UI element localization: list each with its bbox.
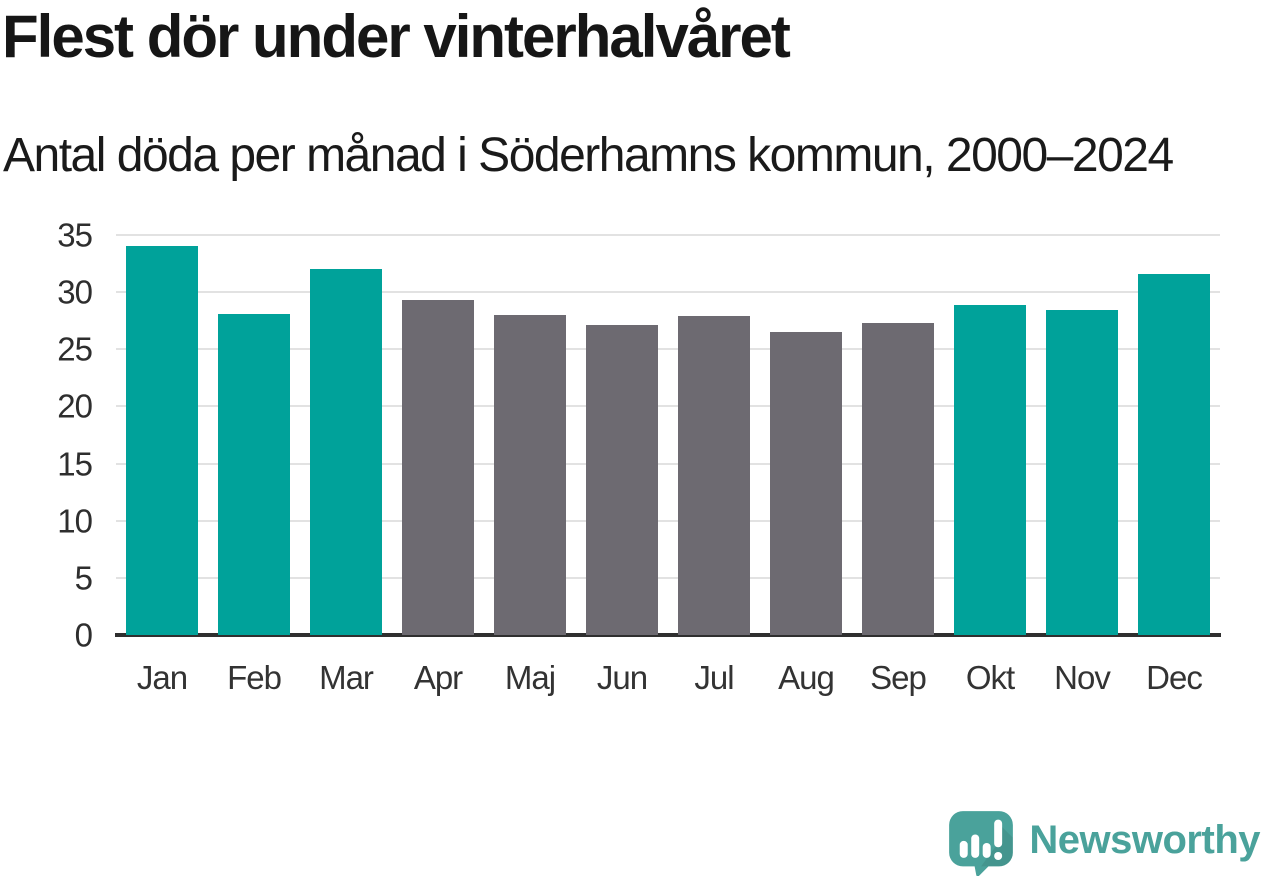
x-axis-tick-labels: Jan Feb Mar Apr Maj Jun Jul Aug Sep Okt Nov Dec	[116, 658, 1220, 708]
x-tick-label-nov: Nov	[1054, 659, 1111, 696]
plot-area	[115, 234, 1221, 637]
x-tick-label-aug: Aug	[778, 659, 835, 696]
y-tick-label-10: 10	[57, 502, 93, 540]
bar-mar	[310, 269, 382, 635]
newsworthy-logo-text: Newsworthy	[1029, 818, 1260, 862]
chart-title: Flest dör under vinterhalvåret	[2, 3, 791, 70]
y-tick-label-25: 25	[57, 330, 93, 368]
bar-jul	[678, 316, 750, 635]
gridline-10	[116, 519, 1220, 522]
y-tick-label-30: 30	[57, 273, 93, 311]
bar-jun	[586, 325, 658, 635]
gridline-35	[116, 234, 1220, 236]
bar-apr	[402, 300, 474, 635]
x-axis-line	[115, 633, 1221, 637]
gridline-20	[116, 405, 1220, 408]
y-tick-label-0: 0	[74, 616, 93, 654]
bar-feb	[218, 313, 290, 635]
gridline-15	[116, 462, 1220, 465]
x-tick-label-maj: Maj	[504, 659, 556, 696]
newsworthy-logo-icon	[949, 811, 1014, 876]
x-tick-label-jul: Jul	[694, 659, 734, 696]
x-tick-label-jan: Jan	[136, 659, 188, 696]
x-tick-label-dec: Dec	[1146, 659, 1203, 696]
y-tick-label-15: 15	[57, 445, 93, 483]
bar-sep	[862, 323, 934, 635]
y-axis-tick-labels: 0 5 10 15 20 25 30 35	[0, 219, 93, 652]
bar-okt	[954, 304, 1026, 635]
x-tick-label-jun: Jun	[596, 659, 648, 696]
bar-dec	[1138, 273, 1210, 635]
y-tick-label-20: 20	[57, 387, 93, 425]
x-tick-label-sep: Sep	[870, 659, 927, 696]
x-tick-label-okt: Okt	[965, 659, 1015, 696]
gridline-25	[116, 348, 1220, 351]
y-tick-label-5: 5	[74, 559, 93, 597]
y-tick-label-35: 35	[57, 216, 93, 254]
gridline-5	[116, 576, 1220, 579]
newsworthy-logo: Newsworthy	[947, 810, 1260, 876]
bar-nov	[1046, 310, 1118, 635]
bar-jan	[126, 246, 198, 635]
gridline-30	[116, 291, 1220, 294]
x-tick-label-feb: Feb	[227, 659, 282, 696]
x-tick-label-mar: Mar	[319, 659, 374, 696]
bar-aug	[770, 332, 842, 635]
bar-maj	[494, 315, 566, 635]
x-tick-label-apr: Apr	[413, 659, 463, 696]
chart-subtitle: Antal döda per månad i Söderhamns kommun…	[3, 129, 1174, 182]
